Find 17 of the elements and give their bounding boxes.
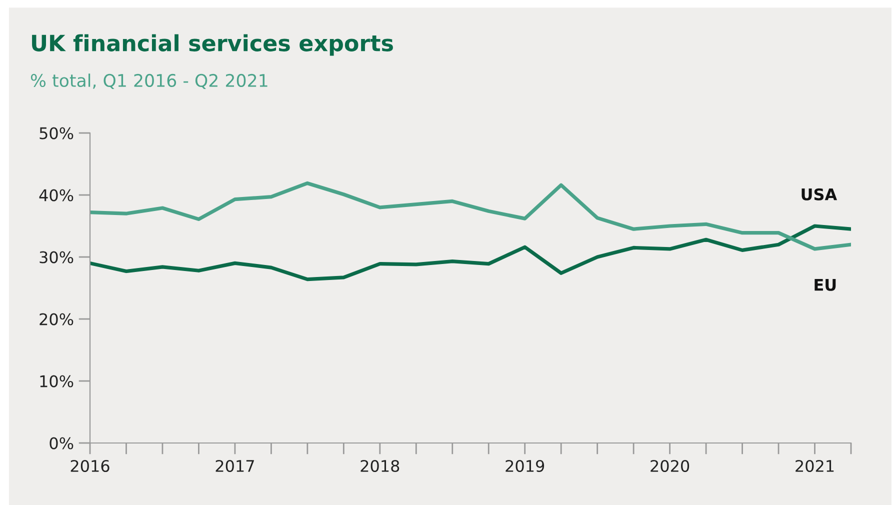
x-tick-label: 2020: [650, 460, 690, 472]
y-tick-label: 30%: [40, 251, 74, 264]
x-tick-label: 2017: [216, 460, 254, 472]
chart-title: UK financial services exports: [32, 34, 393, 56]
x-tick-label: 2019: [506, 460, 544, 472]
y-tick-label: 40%: [39, 189, 74, 202]
series-label: EU: [814, 279, 836, 291]
line-series: [90, 181, 851, 251]
y-tick-label: 50%: [40, 127, 74, 140]
y-tick-label: 10%: [40, 375, 74, 388]
y-tick-label: 20%: [40, 313, 74, 326]
y-tick-label: 0%: [50, 437, 74, 450]
x-tick-label: 2018: [360, 460, 400, 472]
x-tick-label: 2021: [796, 460, 834, 472]
x-tick-label: 2016: [70, 460, 110, 472]
chart-subtitle: % total, Q1 2016 - Q2 2021: [30, 74, 268, 90]
series-label: USA: [802, 188, 838, 200]
